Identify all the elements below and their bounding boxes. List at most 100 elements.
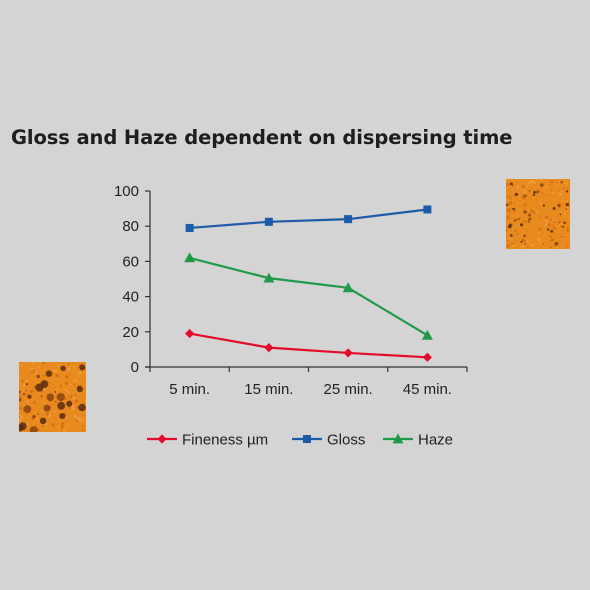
sample-speck — [19, 418, 22, 422]
sample-speck — [537, 231, 540, 234]
series-2 — [184, 252, 433, 340]
sample-speck — [56, 389, 58, 392]
sample-speck — [507, 195, 510, 198]
x-tick-label: 25 min. — [324, 381, 373, 398]
data-point — [185, 223, 194, 232]
sample-speck — [549, 183, 552, 186]
sample-speck — [43, 394, 45, 397]
sample-speck — [527, 182, 530, 185]
sample-speck — [529, 179, 533, 184]
sample-speck — [555, 181, 558, 183]
sample-speck — [538, 215, 541, 218]
sample-speck — [29, 370, 32, 373]
sample-particle — [19, 397, 22, 402]
sample-speck — [539, 242, 542, 244]
sample-speck — [532, 196, 535, 198]
sample-speck — [37, 428, 40, 431]
sample-speck — [51, 423, 55, 427]
sample-particle — [554, 221, 556, 223]
sample-particle — [514, 210, 516, 212]
sample-particle — [509, 182, 513, 186]
data-point — [343, 348, 353, 358]
sample-speck — [33, 388, 36, 390]
legend-label: Fineness µm — [182, 432, 268, 449]
sample-speck — [75, 386, 78, 389]
sample-speck — [71, 380, 74, 382]
sample-speck — [512, 244, 515, 247]
sample-speck — [551, 192, 555, 195]
sample-particle — [527, 220, 530, 223]
sample-particle — [542, 204, 546, 207]
sample-speck — [568, 201, 570, 204]
legend-item: Haze — [383, 432, 453, 449]
sample-particle — [558, 222, 560, 224]
sample-particle — [35, 383, 44, 392]
sample-speck — [507, 199, 510, 201]
sample-speck — [76, 406, 78, 409]
sample-speck — [563, 235, 566, 238]
series-line — [189, 256, 428, 337]
sample-speck — [45, 387, 47, 390]
sample-speck — [52, 368, 57, 373]
sample-speck — [66, 424, 69, 427]
data-point — [263, 272, 275, 283]
sample-particle — [506, 229, 508, 232]
sample-particle — [514, 192, 519, 197]
sample-speck — [511, 228, 514, 231]
sample-speck — [566, 227, 569, 230]
sample-particle — [57, 401, 66, 410]
sample-speck — [526, 184, 528, 187]
sample-speck — [521, 245, 525, 249]
sample-speck — [507, 243, 510, 246]
sample-particle — [26, 383, 29, 386]
sample-particle — [563, 221, 566, 225]
sample-speck — [561, 190, 564, 193]
sample-speck — [22, 400, 24, 402]
sample-particle — [513, 202, 515, 204]
sample-speck — [524, 220, 527, 223]
sample-speck — [567, 187, 569, 190]
sample-speck — [81, 428, 85, 431]
sample-particle — [66, 400, 73, 407]
sample-speck — [509, 201, 513, 205]
sample-speck — [535, 211, 538, 214]
sample-speck — [77, 371, 82, 375]
sample-speck — [22, 388, 25, 392]
sample-speck — [54, 400, 58, 404]
sample-speck — [41, 410, 44, 413]
sample-speck — [541, 192, 544, 194]
sample-speck — [507, 189, 510, 191]
sample-speck — [549, 234, 552, 238]
sample-speck — [515, 217, 520, 222]
sample-speck — [506, 216, 510, 220]
chart-legend: Fineness µm Gloss Haze — [147, 432, 453, 449]
sample-speck — [39, 362, 42, 365]
sample-speck — [531, 235, 533, 237]
sample-speck — [566, 199, 569, 202]
sample-speck — [34, 371, 36, 374]
sample-speck — [566, 246, 569, 248]
sample-particle — [54, 390, 57, 393]
sample-particle — [40, 395, 43, 398]
sample-speck — [83, 371, 86, 374]
sample-speck — [547, 223, 551, 227]
y-axis-ticks: 0 20 40 60 80 100 — [114, 183, 150, 376]
sample-speck — [42, 374, 45, 377]
sample-particle — [543, 243, 545, 245]
sample-speck — [523, 190, 527, 194]
sample-speck — [32, 400, 36, 404]
data-point — [264, 217, 273, 226]
sample-image-fine — [506, 179, 570, 249]
sample-particle — [520, 241, 523, 244]
sample-particle — [506, 203, 509, 207]
sample-particle — [565, 190, 569, 193]
sample-speck — [45, 412, 50, 416]
sample-particle — [560, 181, 563, 184]
sample-particle — [565, 208, 567, 210]
legend-item: Gloss — [292, 432, 365, 449]
sample-particle — [562, 225, 565, 228]
sample-speck — [75, 399, 79, 403]
sample-speck — [523, 203, 527, 207]
sample-speck — [74, 394, 77, 397]
sample-particle — [518, 218, 521, 220]
